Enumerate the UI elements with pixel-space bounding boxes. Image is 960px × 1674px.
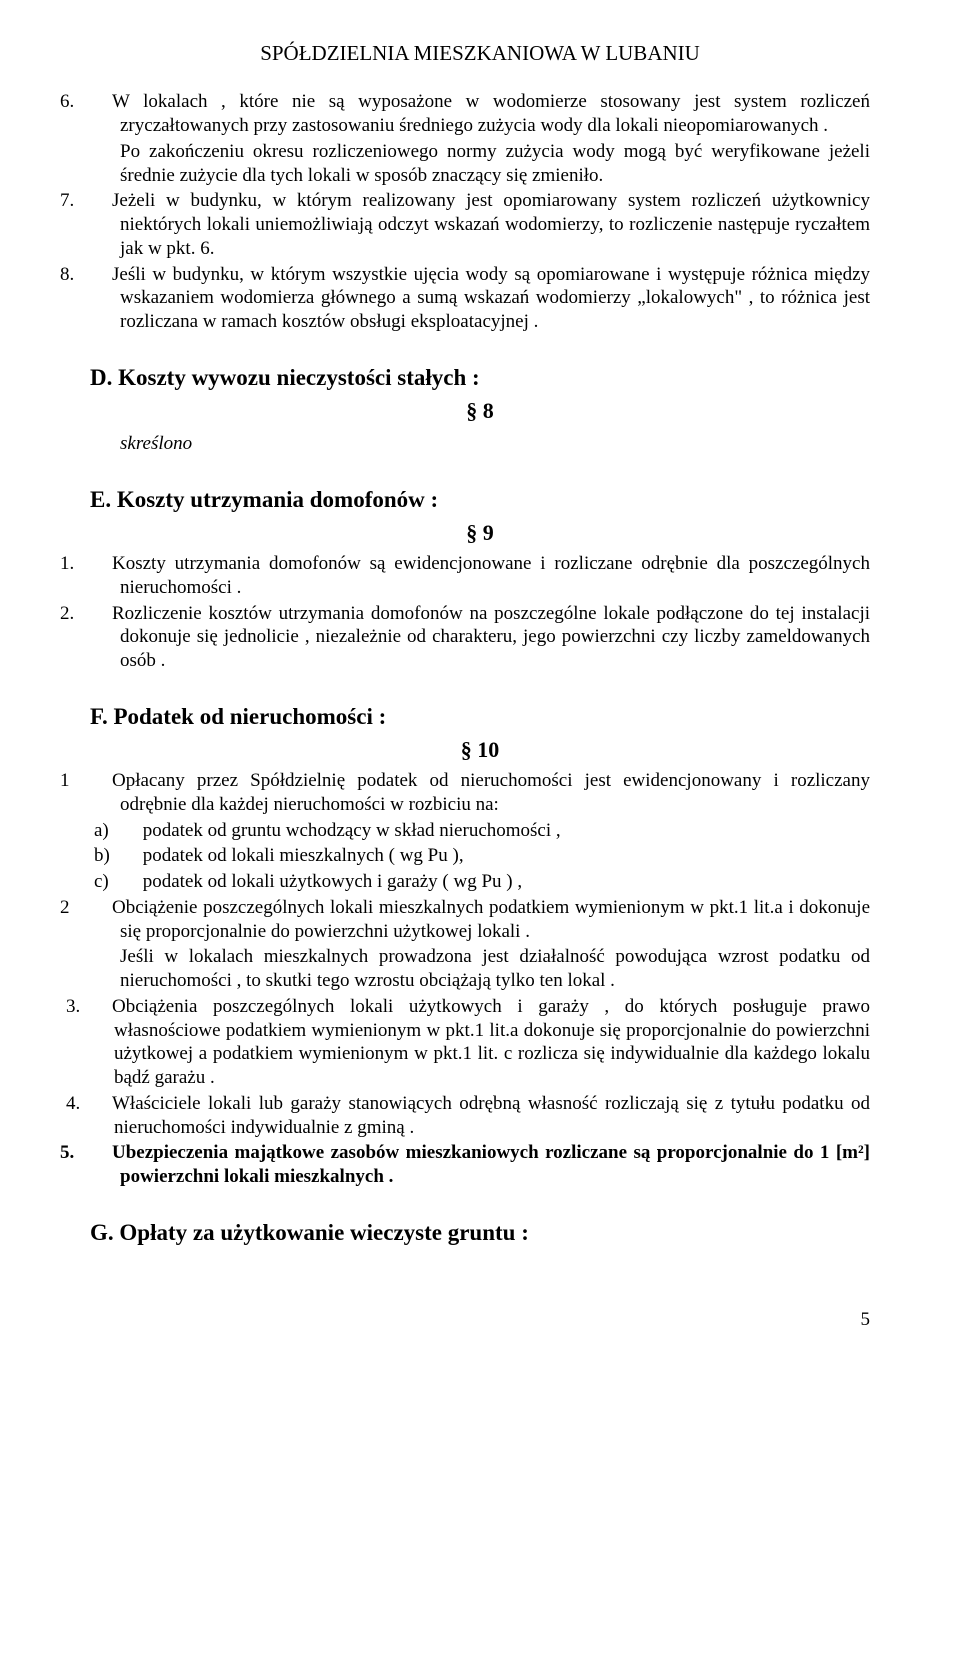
item-number: 2. [90,602,112,626]
item-text: Po zakończeniu okresu rozliczeniowego no… [120,141,870,186]
list-item: Po zakończeniu okresu rozliczeniowego no… [90,140,870,188]
item-text: Obciążenie poszczególnych lokali mieszka… [112,897,870,942]
item-text: Jeżeli w budynku, w którym realizowany j… [112,190,870,259]
sub-item: c) podatek od lokali użytkowych i garaży… [90,870,870,894]
item-number: 3. [90,995,112,1019]
item-text: Opłacany przez Spółdzielnię podatek od n… [112,770,870,815]
list-item: 5.Ubezpieczenia majątkowe zasobów mieszk… [90,1141,870,1189]
list-item: 3.Obciążenia poszczególnych lokali użytk… [90,995,870,1090]
item-number: 1 [90,769,112,793]
item-text: Ubezpieczenia majątkowe zasobów mieszkan… [112,1142,870,1187]
document-header: SPÓŁDZIELNIA MIESZKANIOWA W LUBANIU [90,40,870,66]
list-item: 8.Jeśli w budynku, w którym wszystkie uj… [90,263,870,334]
paragraph-label: § 10 [90,736,870,764]
item-number: 7. [90,189,112,213]
section-d-heading: D. Koszty wywozu nieczystości stałych : [90,364,870,393]
list-item: 4.Właściciele lokali lub garaży stanowią… [90,1092,870,1140]
item-number: 1. [90,552,112,576]
section-e-list: 1.Koszty utrzymania domofonów są ewidenc… [90,552,870,673]
list-item: 1Opłacany przez Spółdzielnię podatek od … [90,769,870,817]
list-item: Jeśli w lokalach mieszkalnych prowadzona… [90,945,870,993]
list-item: 7.Jeżeli w budynku, w którym realizowany… [90,189,870,260]
list-item: 2Obciążenie poszczególnych lokali mieszk… [90,896,870,944]
list-top: 6.W lokalach , które nie są wyposażone w… [90,90,870,334]
item-number: a) [116,819,138,843]
list-item: 1.Koszty utrzymania domofonów są ewidenc… [90,552,870,600]
paragraph-label: § 8 [90,397,870,425]
item-number: 4. [90,1092,112,1116]
item-number: 6. [90,90,112,114]
item-text: podatek od lokali użytkowych i garaży ( … [143,871,522,892]
list-item: 6.W lokalach , które nie są wyposażone w… [90,90,870,138]
page-number: 5 [90,1308,870,1332]
item-number: 8. [90,263,112,287]
item-text: podatek od lokali mieszkalnych ( wg Pu )… [143,845,464,866]
item-text: Obciążenia poszczególnych lokali użytkow… [112,996,870,1088]
item-text: Właściciele lokali lub garaży stanowiący… [112,1093,870,1138]
section-e-heading: E. Koszty utrzymania domofonów : [90,486,870,515]
list-item: 2.Rozliczenie kosztów utrzymania domofon… [90,602,870,673]
item-text: Jeśli w lokalach mieszkalnych prowadzona… [120,946,870,991]
section-f-list: 1Opłacany przez Spółdzielnię podatek od … [90,769,870,1189]
paragraph-label: § 9 [90,519,870,547]
item-text: W lokalach , które nie są wyposażone w w… [112,91,870,136]
section-f-heading: F. Podatek od nieruchomości : [90,703,870,732]
sub-item: b) podatek od lokali mieszkalnych ( wg P… [90,844,870,868]
item-text: Rozliczenie kosztów utrzymania domofonów… [112,603,870,672]
item-number: 2 [90,896,112,920]
item-text: Jeśli w budynku, w którym wszystkie ujęc… [112,264,870,333]
skreslono-text: skreślono [90,432,870,456]
item-number: b) [116,844,138,868]
item-number: c) [116,870,138,894]
item-text: podatek od gruntu wchodzący w skład nier… [143,820,561,841]
sub-item: a) podatek od gruntu wchodzący w skład n… [90,819,870,843]
section-g-heading: G. Opłaty za użytkowanie wieczyste grunt… [90,1219,870,1248]
item-number: 5. [90,1141,112,1165]
item-text: Koszty utrzymania domofonów są ewidencjo… [112,553,870,598]
